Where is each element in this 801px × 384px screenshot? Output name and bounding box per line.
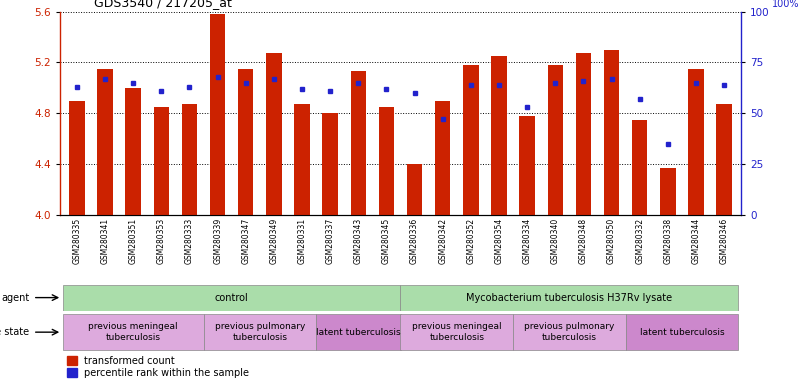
Bar [400,285,738,311]
Bar [407,164,422,215]
Bar [435,101,450,215]
Text: control: control [215,293,248,303]
Text: agent: agent [1,293,30,303]
Text: latent tuberculosis: latent tuberculosis [316,328,400,337]
Text: previous meningeal
tuberculosis: previous meningeal tuberculosis [88,323,178,342]
Bar [491,56,507,215]
Bar [576,53,591,215]
Bar [548,65,563,215]
Text: GDS3540 / 217205_at: GDS3540 / 217205_at [95,0,232,9]
Bar [519,116,535,215]
Bar [238,69,253,215]
Bar [626,314,738,350]
Text: latent tuberculosis: latent tuberculosis [639,328,724,337]
Text: previous pulmonary
tuberculosis: previous pulmonary tuberculosis [215,323,305,342]
Bar [351,71,366,215]
Bar [67,368,77,377]
Text: previous pulmonary
tuberculosis: previous pulmonary tuberculosis [524,323,614,342]
Bar [154,107,169,215]
Bar [379,107,394,215]
Bar [67,356,77,366]
Bar [98,69,113,215]
Bar [604,50,619,215]
Bar [323,113,338,215]
Bar [716,104,732,215]
Bar [632,120,647,215]
Bar [69,101,85,215]
Bar [182,104,197,215]
Text: 100%: 100% [771,0,799,10]
Bar [688,69,703,215]
Bar [126,88,141,215]
Bar [203,314,316,350]
Bar [294,104,310,215]
Bar [463,65,478,215]
Text: percentile rank within the sample: percentile rank within the sample [84,368,249,378]
Text: disease state: disease state [0,327,30,337]
Bar [63,314,203,350]
Text: Mycobacterium tuberculosis H37Rv lysate: Mycobacterium tuberculosis H37Rv lysate [466,293,672,303]
Bar [660,168,675,215]
Bar [210,14,225,215]
Bar [400,314,513,350]
Text: previous meningeal
tuberculosis: previous meningeal tuberculosis [412,323,501,342]
Text: transformed count: transformed count [84,356,175,366]
Bar [513,314,626,350]
Bar [266,53,282,215]
Bar [63,285,400,311]
Bar [316,314,400,350]
